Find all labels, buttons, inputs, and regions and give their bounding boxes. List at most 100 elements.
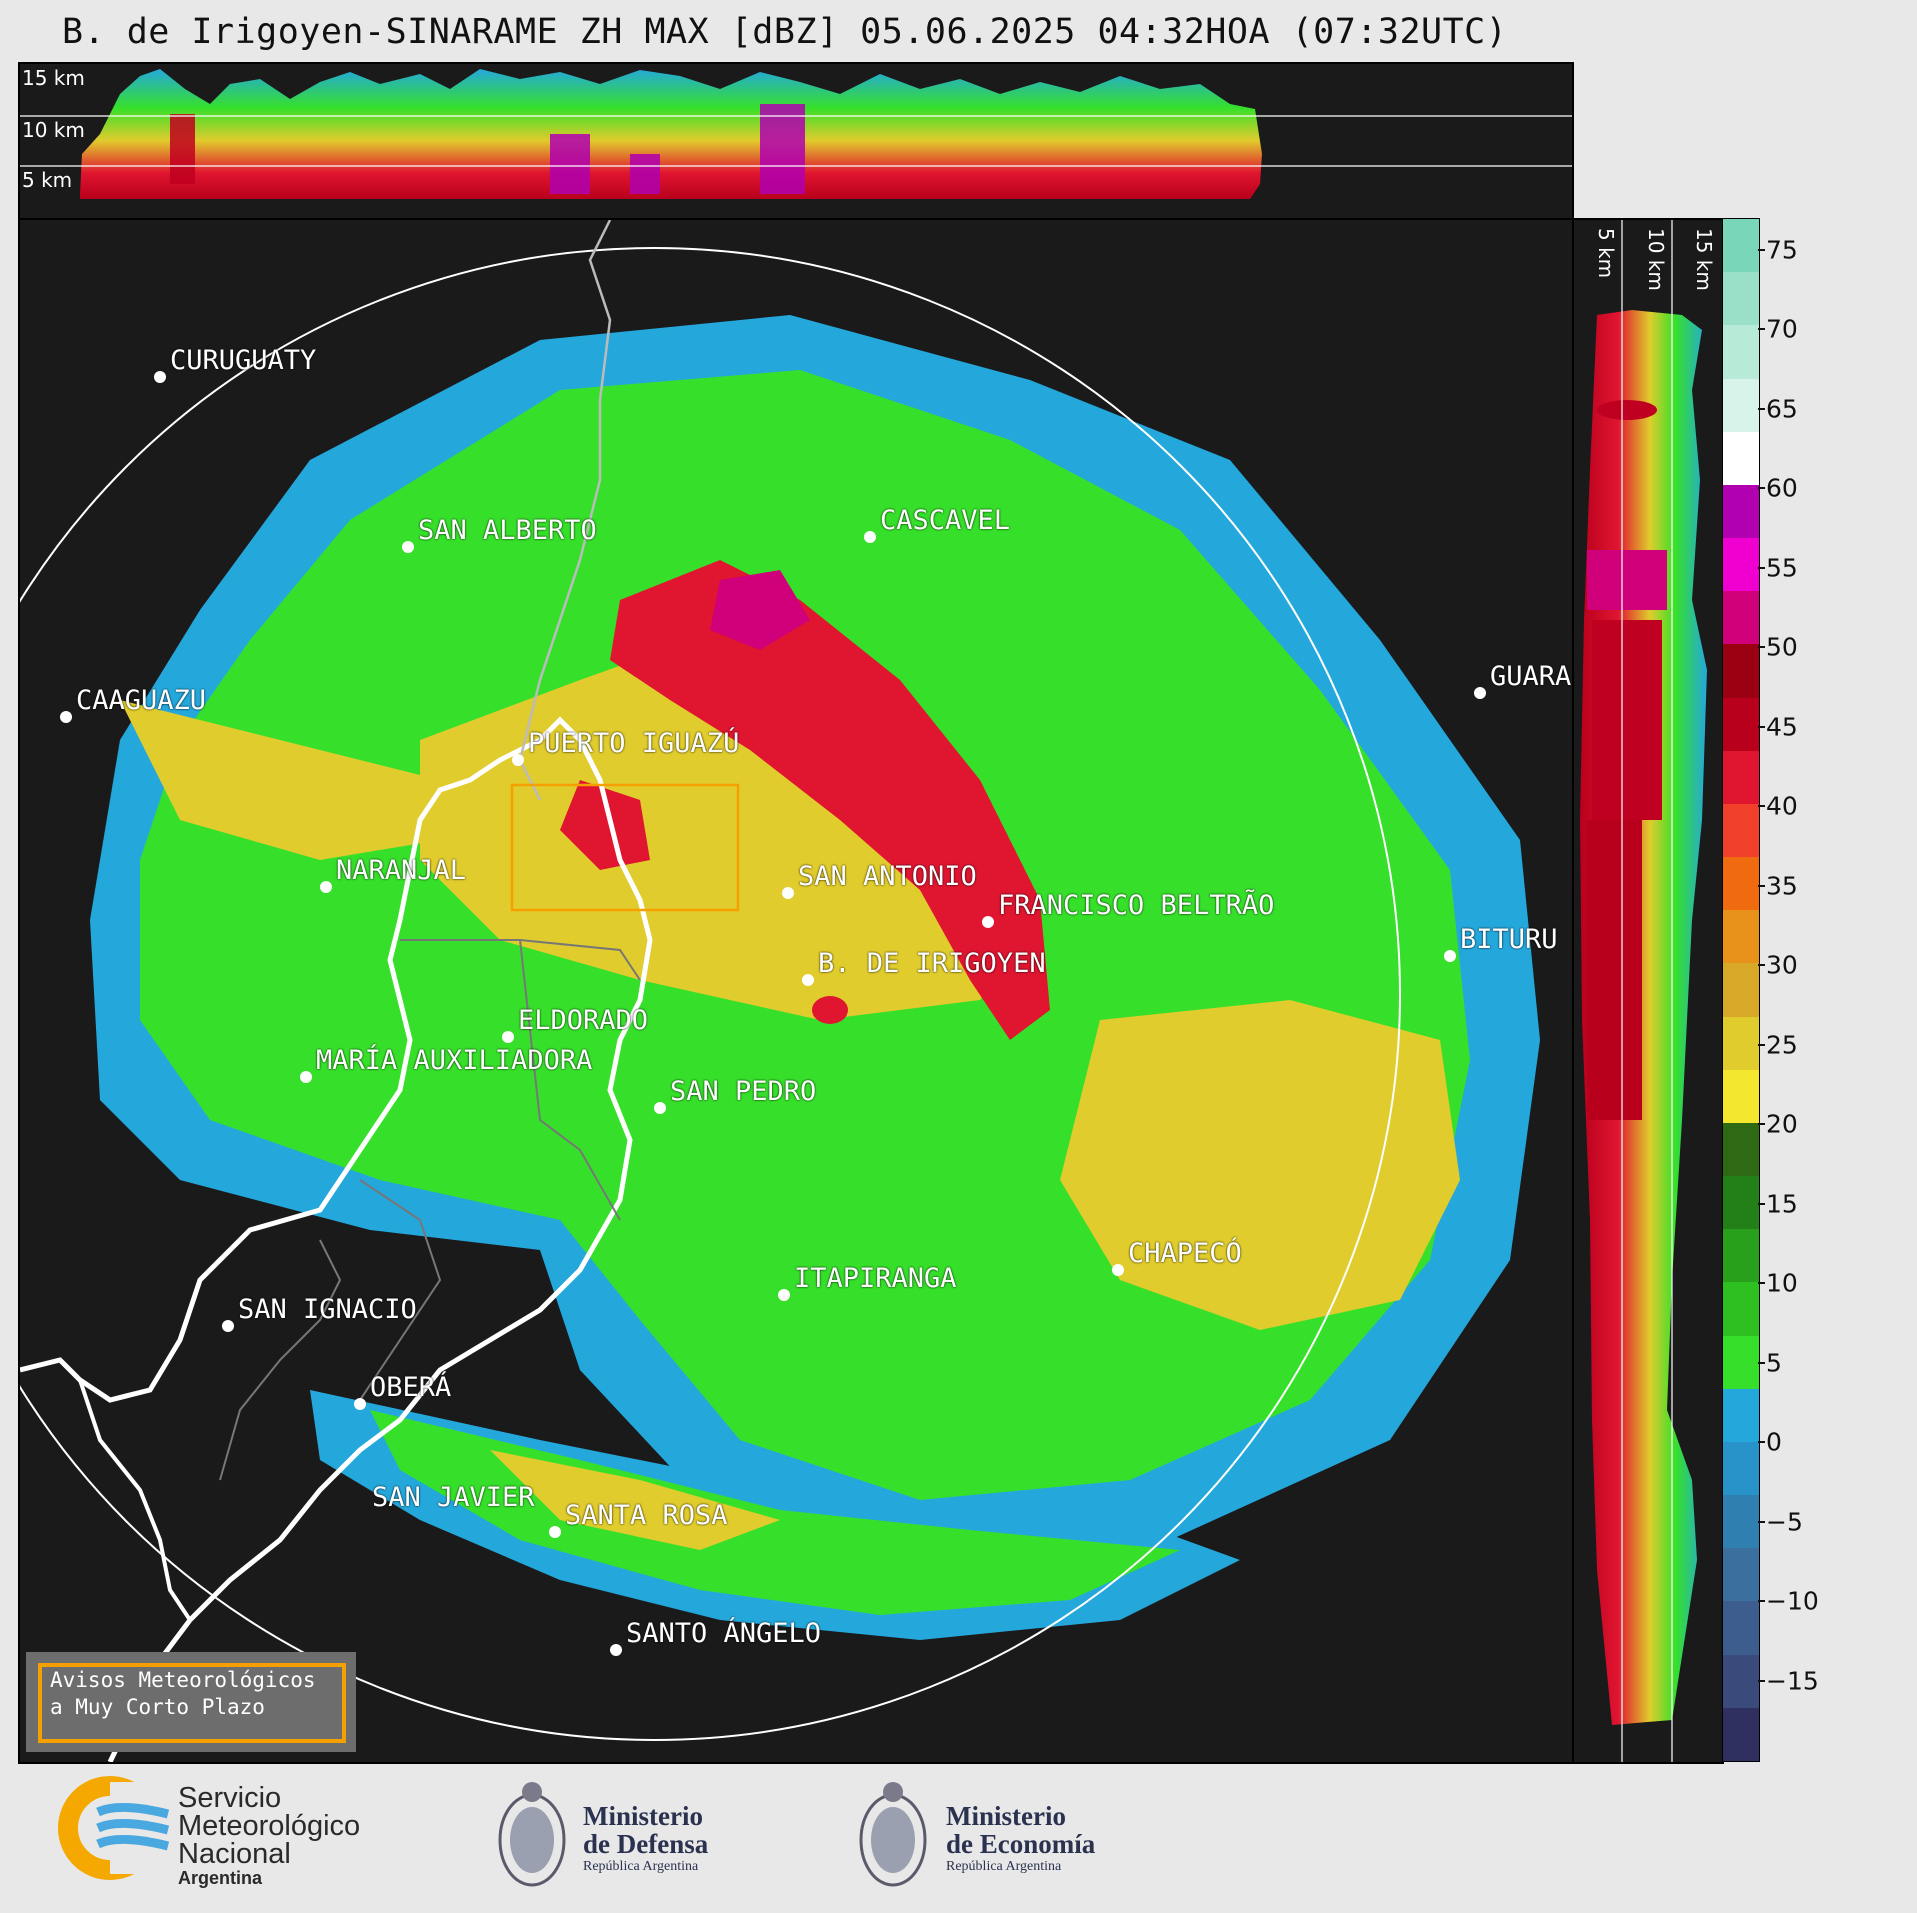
country-border xyxy=(20,716,653,1762)
department-borders xyxy=(219,939,641,1481)
warning-line1: Avisos Meteorológicos xyxy=(50,1668,316,1692)
colorbar-segment xyxy=(1723,271,1759,326)
colorbar-tick-label: 70 xyxy=(1766,314,1798,344)
colorbar-segment xyxy=(1723,1121,1759,1177)
colorbar-segment xyxy=(1723,1494,1759,1549)
colorbar-tick xyxy=(1758,805,1765,808)
colorbar-segment xyxy=(1723,856,1759,911)
right-profile-cores xyxy=(1587,400,1667,1120)
colorbar-segment xyxy=(1723,1228,1759,1283)
right-height-profile-panel: 5 km 10 km 15 km xyxy=(1570,218,1724,1764)
defensa-shield-icon xyxy=(498,1782,566,1887)
colorbar-segment xyxy=(1723,1175,1759,1230)
top-height-label-5km: 5 km xyxy=(22,168,73,192)
smn-logo-text: Servicio Meteorológico Nacional Argentin… xyxy=(178,1782,361,1889)
colorbar-segment xyxy=(1723,1547,1759,1602)
colorbar-tick xyxy=(1758,1600,1765,1603)
colorbar-segment xyxy=(1723,1334,1759,1389)
colorbar-tick xyxy=(1758,725,1765,728)
colorbar-tick-label: 15 xyxy=(1766,1189,1798,1219)
colorbar-segment xyxy=(1723,1015,1759,1070)
colorbar-segment xyxy=(1723,1706,1759,1761)
colorbar-segment xyxy=(1723,802,1759,858)
echo-south-band-core xyxy=(490,1450,780,1550)
warning-line2: a Muy Corto Plazo xyxy=(50,1695,265,1719)
colorbar-tick xyxy=(1758,1123,1765,1126)
colorbar-tick-label: 75 xyxy=(1766,235,1798,265)
colorbar-segment xyxy=(1723,590,1759,645)
logo-graphics xyxy=(58,1776,927,1887)
right-height-label-15km: 15 km xyxy=(1692,228,1716,291)
echo-yellow-west xyxy=(120,700,440,860)
echo-red-core-west xyxy=(560,780,650,870)
colorbar xyxy=(1722,218,1760,1762)
echo-yellow-east xyxy=(1060,1000,1460,1330)
right-height-label-10km: 10 km xyxy=(1644,228,1668,291)
colorbar-segment xyxy=(1723,1387,1759,1442)
radar-map xyxy=(20,220,1540,1762)
radar-map-panel: CURUGUATY SAN ALBERTO CASCAVEL CAAGUAZU … xyxy=(18,218,1574,1764)
colorbar-tick xyxy=(1758,1441,1765,1444)
colorbar-segment xyxy=(1723,909,1759,964)
colorbar-tick-label: 35 xyxy=(1766,871,1798,901)
colorbar-segment xyxy=(1723,1653,1759,1708)
colorbar-segment xyxy=(1723,749,1759,804)
colorbar-tick xyxy=(1758,646,1765,649)
colorbar-tick-label: 40 xyxy=(1766,791,1798,821)
colorbar-tick-label: 25 xyxy=(1766,1030,1798,1060)
colorbar-tick xyxy=(1758,964,1765,967)
footer-logos: Servicio Meteorológico Nacional Argentin… xyxy=(0,1762,1917,1909)
colorbar-segment xyxy=(1723,537,1759,592)
colorbar-tick xyxy=(1758,884,1765,887)
colorbar-segment xyxy=(1723,643,1759,698)
echo-south-band-inner xyxy=(370,1410,1180,1615)
colorbar-tick xyxy=(1758,566,1765,569)
colorbar-tick-label: 55 xyxy=(1766,553,1798,583)
colorbar-tick-label: 0 xyxy=(1766,1427,1782,1457)
colorbar-tick-label: −10 xyxy=(1766,1586,1819,1616)
colorbar-tick-label: 50 xyxy=(1766,632,1798,662)
echo-red-core-south xyxy=(812,996,848,1024)
colorbar-tick xyxy=(1758,1361,1765,1364)
colorbar-tick-label: 45 xyxy=(1766,712,1798,742)
colorbar-tick-label: 60 xyxy=(1766,473,1798,503)
colorbar-segment xyxy=(1723,483,1759,539)
colorbar-tick-label: −5 xyxy=(1766,1507,1803,1537)
radar-range-ring xyxy=(20,247,1401,1741)
top-height-profile-panel: 15 km 10 km 5 km xyxy=(18,62,1574,221)
colorbar-tick-label: 10 xyxy=(1766,1268,1798,1298)
colorbar-tick xyxy=(1758,1282,1765,1285)
colorbar-tick xyxy=(1758,487,1765,490)
colorbar-tick xyxy=(1758,328,1765,331)
economia-shield-icon xyxy=(859,1782,927,1887)
colorbar-tick xyxy=(1758,407,1765,410)
colorbar-tick xyxy=(1758,1043,1765,1046)
defensa-logo-text: Ministerio de Defensa República Argentin… xyxy=(583,1801,709,1874)
colorbar-tick xyxy=(1758,1679,1765,1682)
colorbar-tick-label: 65 xyxy=(1766,394,1798,424)
colorbar-segment xyxy=(1723,1440,1759,1496)
echo-magenta-core xyxy=(710,570,810,650)
colorbar-segment xyxy=(1723,962,1759,1017)
colorbar-tick xyxy=(1758,1520,1765,1523)
colorbar-tick xyxy=(1758,1202,1765,1205)
top-profile-cores xyxy=(170,104,805,194)
warning-box[interactable]: Avisos Meteorológicos a Muy Corto Plazo xyxy=(26,1652,356,1752)
echo-red-core-band xyxy=(610,560,1050,1040)
colorbar-tick-label: 20 xyxy=(1766,1109,1798,1139)
right-height-label-5km: 5 km xyxy=(1594,228,1618,279)
west-border xyxy=(78,1379,192,1622)
map-title: B. de Irigoyen-SINARAME ZH MAX [dBZ] 05.… xyxy=(62,12,1508,52)
colorbar-segment xyxy=(1723,696,1759,751)
right-profile-reflectivity xyxy=(1580,220,1707,1762)
top-height-label-10km: 10 km xyxy=(22,118,85,142)
smn-logo-icon xyxy=(58,1776,170,1880)
economia-logo-text: Ministerio de Economía República Argenti… xyxy=(946,1801,1096,1874)
highlight-box xyxy=(510,783,740,912)
state-border xyxy=(518,220,612,801)
top-profile-reflectivity xyxy=(20,69,1572,199)
colorbar-segment xyxy=(1723,430,1759,485)
colorbar-segment xyxy=(1723,1281,1759,1336)
colorbar-tick xyxy=(1758,248,1765,251)
top-height-label-15km: 15 km xyxy=(22,66,85,90)
